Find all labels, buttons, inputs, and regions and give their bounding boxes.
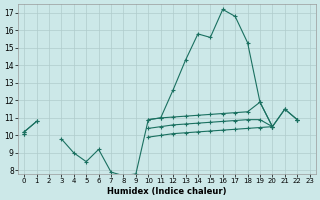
X-axis label: Humidex (Indice chaleur): Humidex (Indice chaleur) [107, 187, 227, 196]
